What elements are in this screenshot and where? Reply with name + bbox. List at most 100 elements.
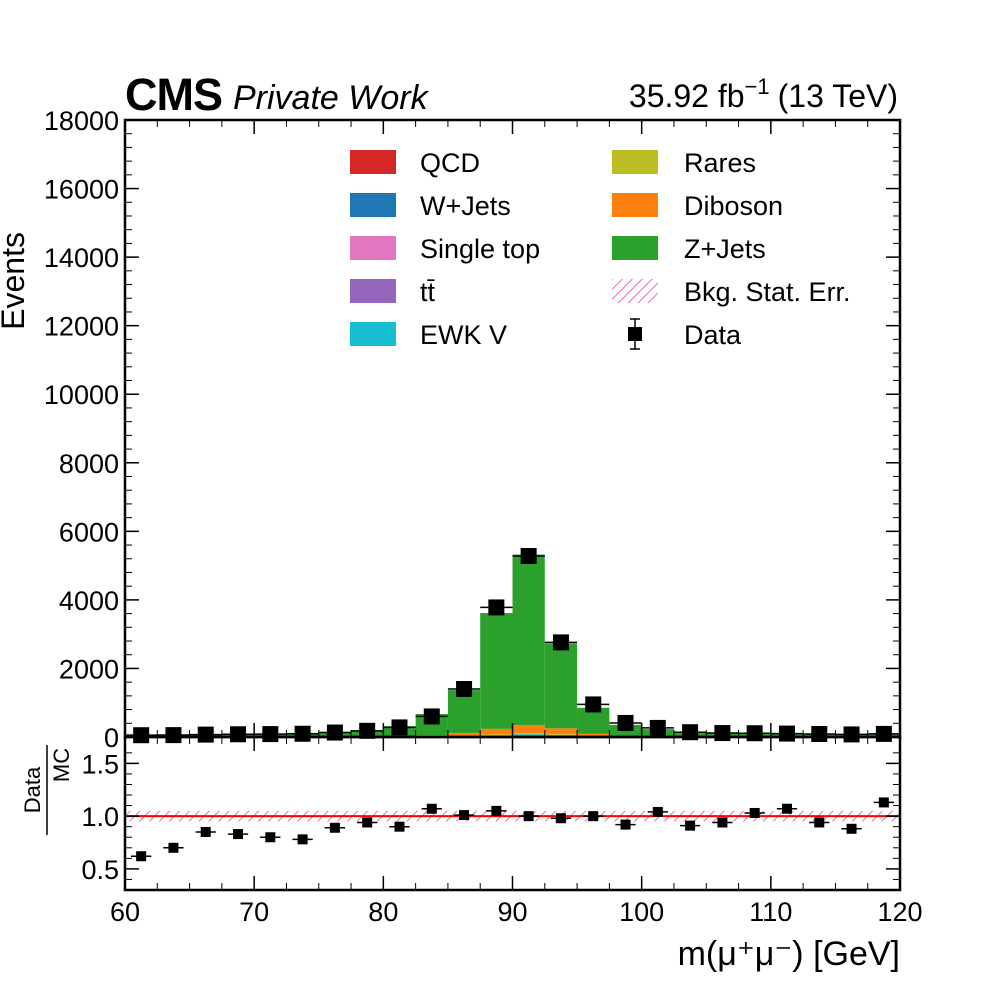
ratio-point-17	[685, 820, 696, 831]
legend-swatch	[612, 193, 658, 217]
ratio-y-tick-label-1: 1.0	[81, 802, 119, 832]
data-point-5	[294, 725, 311, 742]
y-tick-label-4: 8000	[59, 449, 119, 479]
stacked-histogram	[125, 554, 900, 737]
y-tick-label-7: 14000	[44, 243, 119, 273]
ratio-point-13	[555, 813, 566, 824]
ratio-point-9	[426, 803, 437, 814]
y-tick-label-3: 6000	[59, 517, 119, 547]
legend-data-marker	[628, 327, 642, 341]
legend-label: Bkg. Stat. Err.	[684, 277, 851, 307]
legend-label: Z+Jets	[684, 234, 766, 264]
legend-item-single-top: Single top	[350, 234, 540, 264]
legend-item-data: Data	[628, 318, 742, 350]
legend-swatch	[350, 150, 396, 174]
bar-z-jets-13	[544, 643, 578, 729]
bar-z-jets-11	[480, 613, 513, 729]
data-point-13	[552, 634, 569, 651]
ratio-point-5	[297, 834, 308, 845]
legend-item-bkg-stat-err-: Bkg. Stat. Err.	[612, 277, 851, 307]
ratio-point-0	[136, 851, 147, 862]
ratio-point-11	[491, 805, 502, 816]
data-point-9	[423, 708, 440, 725]
data-point-18	[714, 725, 731, 742]
x-tick-label-0: 60	[110, 897, 140, 927]
ratio-y-tick-label-0: 0.5	[81, 855, 119, 885]
legend-item-ewk-v: EWK V	[350, 320, 507, 350]
data-point-12	[520, 548, 537, 565]
ratio-y-label: Data MC	[20, 745, 74, 835]
legend-label: EWK V	[420, 320, 507, 350]
x-tick-label-6: 120	[877, 897, 922, 927]
legend-item-rares: Rares	[612, 148, 756, 178]
data-point-15	[617, 714, 634, 731]
y-tick-label-2: 4000	[59, 586, 119, 616]
data-point-23	[875, 725, 892, 742]
legend-swatch-hatch	[612, 279, 658, 303]
bar-diboson-14	[577, 733, 610, 736]
ratio-point-12	[523, 811, 534, 822]
legend-item-w-jets: W+Jets	[350, 191, 511, 221]
data-point-7	[359, 722, 376, 739]
ratio-y-label-numerator: Data	[20, 766, 45, 813]
legend-item-z-jets: Z+Jets	[612, 234, 766, 264]
legend-swatch	[612, 236, 658, 260]
data-point-3	[230, 726, 247, 743]
data-point-0	[133, 727, 150, 744]
ratio-y-tick-label-2: 1.5	[81, 749, 119, 779]
bar-rares-11	[480, 734, 513, 736]
ratio-y-label-denominator: MC	[49, 748, 74, 782]
y-tick-label-8: 16000	[44, 175, 119, 205]
data-point-2	[197, 726, 214, 743]
data-point-21	[811, 725, 828, 742]
ratio-point-18	[717, 817, 728, 828]
x-tick-label-3: 90	[497, 897, 527, 927]
ratio-point-15	[620, 819, 631, 830]
ratio-point-4	[265, 832, 276, 843]
legend-label: tt̄	[420, 277, 436, 307]
legend-label: QCD	[420, 148, 480, 178]
data-point-4	[262, 726, 279, 743]
legend-item-diboson: Diboson	[612, 191, 783, 221]
legend-swatch	[350, 322, 396, 346]
bar-diboson-10	[447, 732, 481, 736]
ratio-point-20	[781, 803, 792, 814]
ratio-point-19	[749, 807, 760, 818]
y-tick-label-0: 0	[104, 723, 119, 753]
ratio-point-1	[168, 842, 179, 853]
y-tick-label-9: 18000	[44, 106, 119, 136]
y-tick-label-6: 12000	[44, 312, 119, 342]
ratio-point-23	[878, 797, 889, 808]
legend-swatch	[350, 193, 396, 217]
lumi-value: 35.92 fb	[629, 78, 745, 114]
x-tick-label-5: 110	[749, 897, 792, 927]
legend-item-qcd: QCD	[350, 148, 480, 178]
bar-z-jets-10	[447, 690, 481, 733]
y-tick-label-5: 10000	[44, 380, 119, 410]
x-tick-label-1: 70	[239, 897, 269, 927]
ratio-point-21	[814, 817, 825, 828]
lumi-exponent: −1	[745, 74, 770, 99]
bar-z-jets-12	[512, 554, 545, 726]
ratio-point-7	[362, 817, 373, 828]
ratio-point-3	[233, 829, 244, 840]
data-point-11	[488, 599, 505, 616]
bar-diboson-13	[544, 728, 578, 735]
main-axis-ticks: 0 2000 4000 6000 8000 10000 12000 14000 16000 180…	[44, 106, 901, 753]
ratio-panel: 0.5 1.0 1.5 60 70 80 90 100 110 120 Data MC m(μ⁺μ…	[20, 735, 923, 973]
legend-swatch	[350, 236, 396, 260]
ratio-point-6	[329, 822, 340, 833]
data-point-16	[649, 719, 666, 736]
x-tick-label-4: 100	[619, 897, 664, 927]
legend: QCD W+Jets Single top tt̄ EWK V Rares Diboson Z…	[350, 148, 851, 350]
cms-label: CMS	[125, 69, 222, 120]
data-point-20	[778, 725, 795, 742]
legend-label: Rares	[684, 148, 756, 178]
bar-ewk-v-12	[512, 734, 545, 737]
bar-diboson-12	[512, 725, 545, 734]
x-tick-label-2: 80	[368, 897, 398, 927]
legend-label: Diboson	[684, 191, 783, 221]
lumi-label: 35.92 fb−1 (13 TeV)	[629, 74, 898, 114]
legend-swatch	[612, 150, 658, 174]
